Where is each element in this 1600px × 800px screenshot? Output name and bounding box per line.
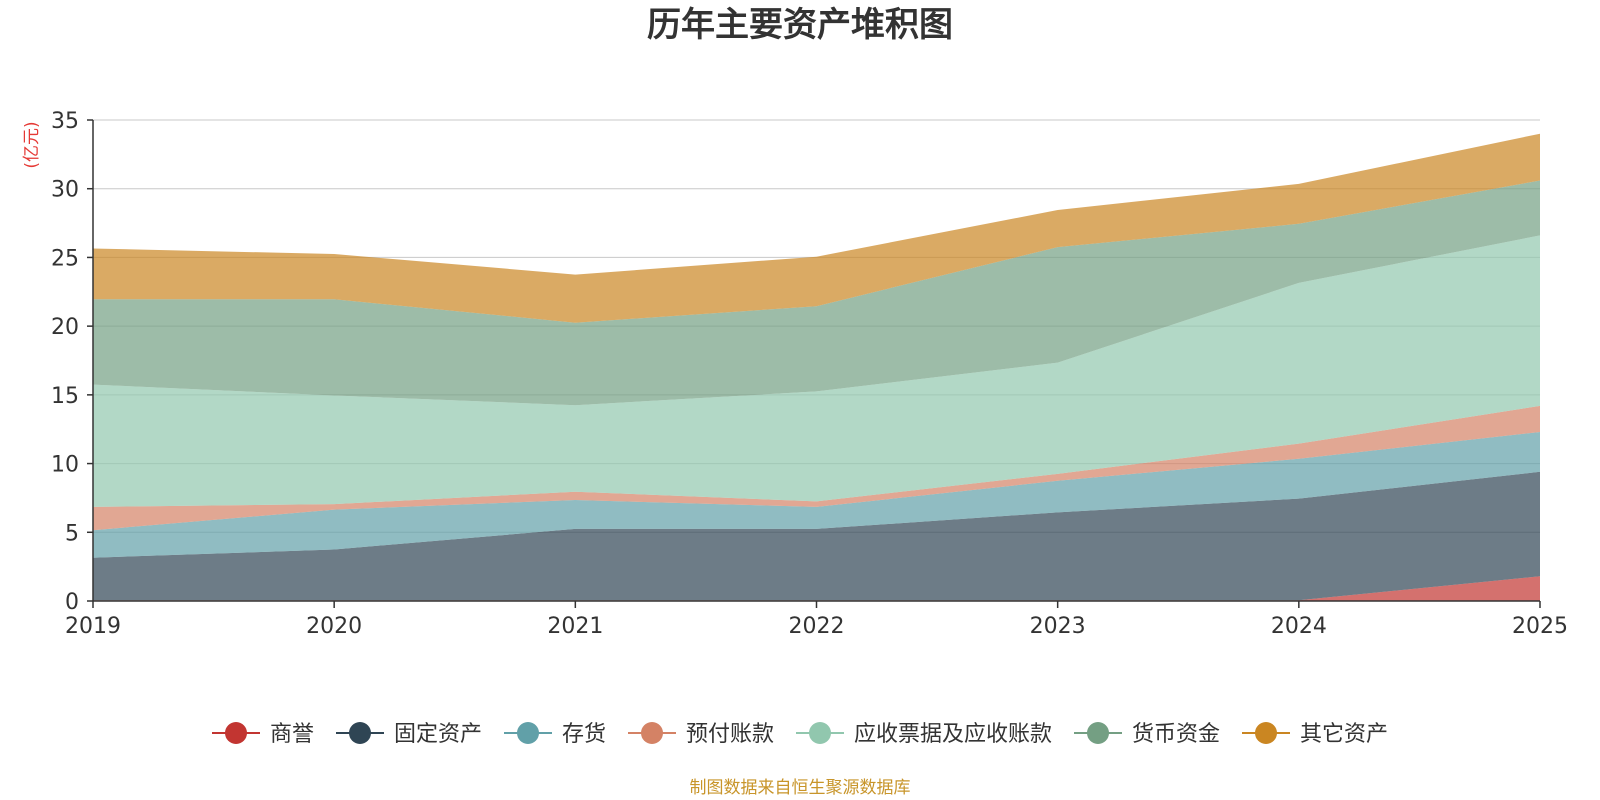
y-tick-label-25: 25	[51, 246, 79, 271]
data-source-note: 制图数据来自恒生聚源数据库	[690, 778, 911, 798]
legend-marker-0	[225, 722, 247, 744]
x-tick-label-2022: 2022	[789, 614, 845, 639]
x-tick-label-2025: 2025	[1512, 614, 1568, 639]
x-tick-label-2019: 2019	[65, 614, 121, 639]
legend-marker-2	[517, 722, 539, 744]
area-series-4	[93, 235, 1540, 507]
x-tick-label-2021: 2021	[547, 614, 603, 639]
legend-marker-1	[349, 722, 371, 744]
area-series-group	[93, 133, 1540, 601]
x-tick-label-2024: 2024	[1271, 614, 1327, 639]
area-series-6	[93, 133, 1540, 323]
chart-title: 历年主要资产堆积图	[647, 5, 953, 45]
legend-label-0: 商誉	[270, 722, 314, 747]
legend-item-5[interactable]: 货币资金	[1074, 722, 1220, 747]
x-tick-label-2023: 2023	[1030, 614, 1086, 639]
legend-item-4[interactable]: 应收票据及应收账款	[796, 722, 1052, 747]
legend: 商誉 固定资产 存货 预付账款 应收票据及应收账款 货币资金 其它资产	[212, 722, 1388, 747]
legend-item-3[interactable]: 预付账款	[628, 722, 774, 747]
legend-label-1: 固定资产	[394, 722, 482, 747]
y-tick-label-10: 10	[51, 453, 79, 478]
area-series-0	[93, 576, 1540, 601]
area-series-2	[93, 432, 1540, 558]
y-tick-label-5: 5	[65, 521, 79, 546]
legend-marker-4	[809, 722, 831, 744]
y-axis-unit-label: (亿元)	[22, 121, 42, 168]
legend-marker-3	[641, 722, 663, 744]
legend-item-6[interactable]: 其它资产	[1242, 722, 1388, 747]
legend-item-2[interactable]: 存货	[504, 722, 606, 747]
x-tick-label-2020: 2020	[306, 614, 362, 639]
area-series-1	[93, 471, 1540, 601]
y-tick-label-30: 30	[51, 178, 79, 203]
y-tick-label-15: 15	[51, 384, 79, 409]
legend-label-2: 存货	[562, 722, 606, 747]
area-series-3	[93, 405, 1540, 531]
legend-label-3: 预付账款	[686, 722, 774, 747]
legend-label-5: 货币资金	[1132, 722, 1220, 747]
y-tick-label-0: 0	[65, 590, 79, 615]
legend-item-0[interactable]: 商誉	[212, 722, 314, 747]
legend-label-6: 其它资产	[1300, 722, 1388, 747]
legend-item-1[interactable]: 固定资产	[336, 722, 482, 747]
legend-marker-5	[1087, 722, 1109, 744]
legend-label-4: 应收票据及应收账款	[854, 722, 1052, 747]
legend-marker-6	[1255, 722, 1277, 744]
y-tick-label-35: 35	[51, 109, 79, 134]
y-tick-label-20: 20	[51, 315, 79, 340]
area-series-5	[93, 180, 1540, 406]
